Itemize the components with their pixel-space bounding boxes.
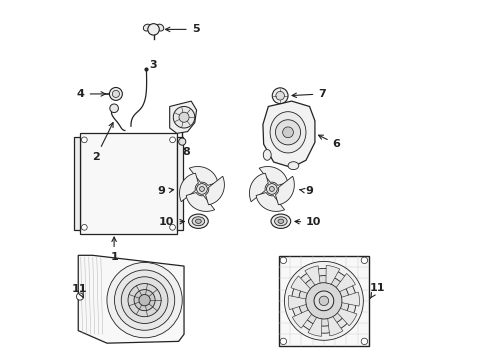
Text: 11: 11: [72, 284, 87, 297]
Circle shape: [134, 289, 155, 311]
Text: 6: 6: [318, 135, 341, 149]
Text: 10: 10: [159, 217, 184, 227]
Circle shape: [292, 269, 356, 333]
Circle shape: [170, 225, 175, 230]
Circle shape: [319, 296, 329, 306]
Bar: [279, 256, 368, 346]
Text: 4: 4: [77, 89, 105, 99]
Polygon shape: [293, 310, 312, 328]
Ellipse shape: [271, 214, 291, 228]
Circle shape: [179, 138, 186, 145]
Polygon shape: [342, 292, 359, 306]
Polygon shape: [328, 317, 343, 336]
Circle shape: [306, 283, 342, 319]
Circle shape: [148, 24, 159, 35]
Ellipse shape: [189, 214, 208, 228]
Ellipse shape: [288, 162, 299, 170]
Polygon shape: [336, 274, 355, 292]
Ellipse shape: [270, 112, 306, 153]
Polygon shape: [170, 101, 196, 134]
Polygon shape: [256, 193, 285, 211]
Circle shape: [272, 88, 288, 104]
Ellipse shape: [274, 217, 287, 226]
Polygon shape: [249, 173, 269, 202]
Text: 3: 3: [149, 60, 157, 70]
Polygon shape: [205, 176, 224, 205]
Circle shape: [199, 186, 204, 192]
Polygon shape: [338, 309, 357, 326]
Circle shape: [280, 338, 287, 345]
Polygon shape: [189, 167, 218, 185]
Circle shape: [361, 257, 368, 264]
Text: 7: 7: [292, 89, 326, 99]
Circle shape: [314, 291, 334, 311]
Ellipse shape: [143, 24, 151, 31]
Polygon shape: [263, 101, 315, 167]
Polygon shape: [289, 296, 306, 310]
Polygon shape: [179, 173, 198, 202]
Polygon shape: [326, 265, 340, 284]
Polygon shape: [186, 193, 215, 211]
Circle shape: [285, 261, 364, 340]
Polygon shape: [78, 255, 184, 343]
Text: 11: 11: [369, 283, 385, 298]
Text: 5: 5: [166, 24, 199, 35]
Circle shape: [280, 257, 287, 264]
Text: 10: 10: [295, 217, 321, 227]
Circle shape: [110, 104, 119, 113]
Bar: [177, 137, 183, 230]
Ellipse shape: [196, 219, 201, 224]
Ellipse shape: [156, 24, 164, 31]
Ellipse shape: [263, 149, 271, 160]
Circle shape: [107, 262, 182, 338]
Circle shape: [76, 293, 84, 300]
Text: 9: 9: [158, 186, 173, 197]
Circle shape: [276, 91, 285, 100]
Circle shape: [112, 90, 120, 98]
Text: 8: 8: [182, 147, 190, 157]
Circle shape: [170, 137, 175, 143]
Circle shape: [121, 277, 168, 324]
Circle shape: [109, 87, 122, 100]
Circle shape: [283, 127, 294, 138]
Circle shape: [173, 107, 195, 128]
Text: 2: 2: [92, 123, 113, 162]
Ellipse shape: [192, 217, 205, 226]
Circle shape: [179, 112, 189, 122]
Circle shape: [81, 225, 87, 230]
Polygon shape: [291, 276, 310, 293]
Circle shape: [139, 294, 150, 306]
Polygon shape: [259, 167, 288, 185]
Circle shape: [196, 184, 207, 194]
Circle shape: [115, 270, 175, 330]
Text: 1: 1: [110, 237, 118, 262]
Circle shape: [275, 120, 300, 145]
Circle shape: [298, 276, 349, 326]
Circle shape: [270, 186, 274, 192]
Polygon shape: [308, 318, 322, 336]
Polygon shape: [275, 176, 294, 205]
Polygon shape: [305, 266, 320, 285]
Circle shape: [361, 338, 368, 345]
Circle shape: [81, 137, 87, 143]
Ellipse shape: [278, 219, 284, 224]
Circle shape: [128, 284, 161, 317]
Circle shape: [267, 184, 277, 194]
Bar: [74, 137, 80, 230]
Text: 9: 9: [299, 186, 313, 197]
Bar: [80, 134, 177, 234]
